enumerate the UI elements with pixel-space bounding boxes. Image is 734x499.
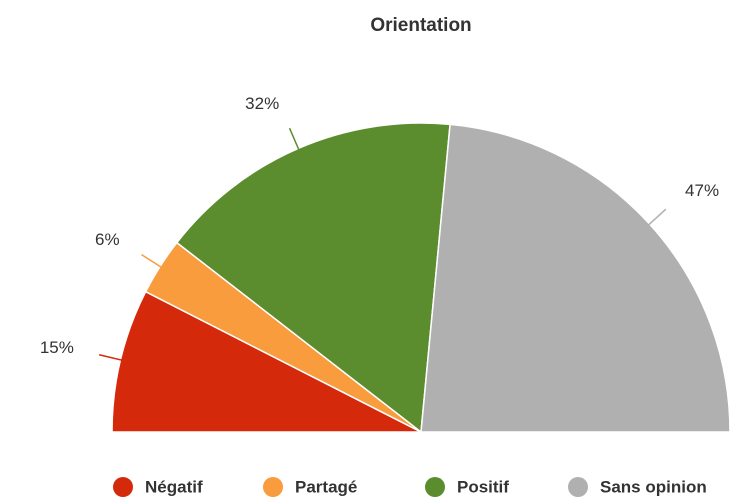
legend-swatch xyxy=(263,477,283,497)
data-label: 6% xyxy=(95,230,120,249)
legend-swatch xyxy=(425,477,445,497)
legend-label: Négatif xyxy=(145,477,203,496)
data-label: 32% xyxy=(245,94,279,113)
legend-swatch xyxy=(568,477,588,497)
legend-label: Positif xyxy=(457,477,509,496)
legend-swatch xyxy=(113,477,133,497)
data-label: 47% xyxy=(685,181,719,200)
leader-line xyxy=(98,354,129,363)
leader-line xyxy=(288,127,303,157)
data-label: 15% xyxy=(40,338,74,357)
slice xyxy=(420,123,731,433)
legend-label: Sans opinion xyxy=(600,477,707,496)
leader-line xyxy=(643,208,667,230)
legend-label: Partagé xyxy=(295,477,357,496)
chart-title: Orientation xyxy=(370,15,471,36)
leader-line xyxy=(141,254,168,272)
